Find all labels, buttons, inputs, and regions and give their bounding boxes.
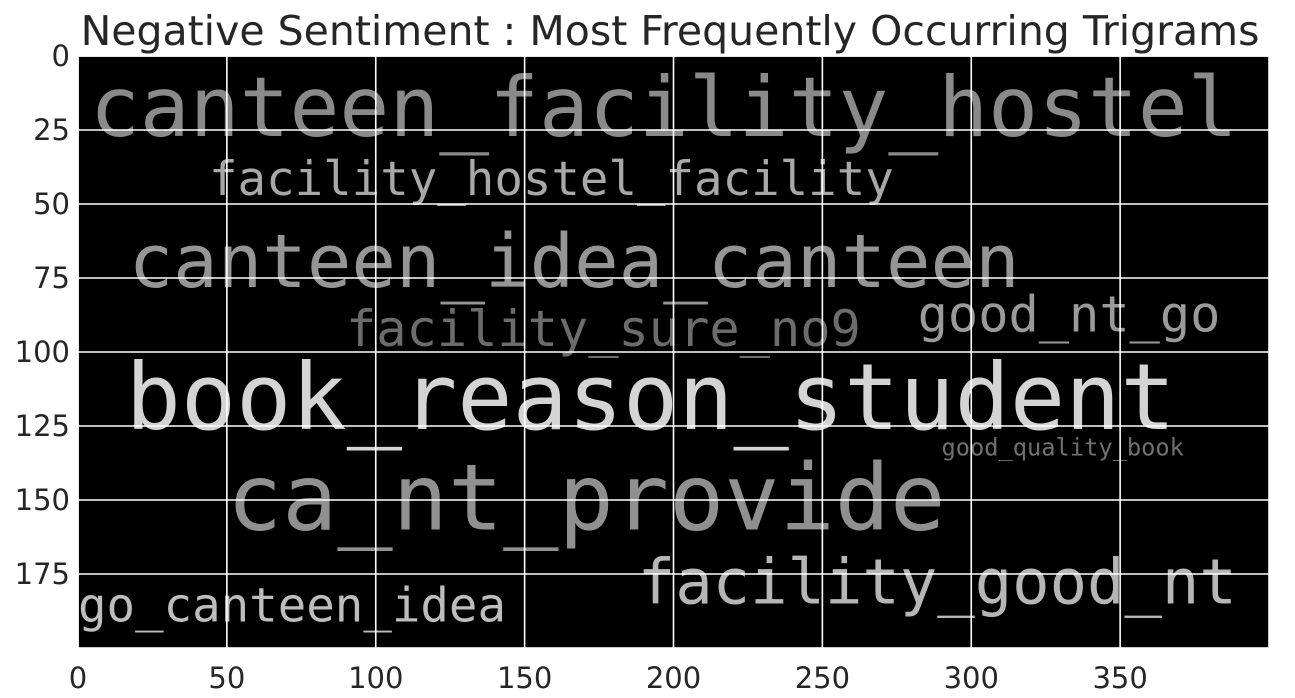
word-2: canteen_idea_canteen	[129, 219, 1020, 305]
word-0: canteen_facility_hostel	[90, 59, 1238, 156]
word-9: go_canteen_idea	[78, 578, 506, 633]
word-layer: canteen_facility_hostelfacility_hostel_f…	[78, 59, 1238, 633]
word-6: good_quality_book	[941, 434, 1183, 462]
x-tick-label-2: 100	[348, 661, 403, 695]
x-tick-label-6: 300	[944, 661, 999, 695]
word-4: good_nt_go	[918, 284, 1221, 343]
y-tick-label-1: 25	[33, 113, 70, 147]
y-tick-label-5: 125	[15, 409, 70, 443]
x-tick-label-5: 250	[795, 661, 850, 695]
x-tick-label-1: 50	[208, 661, 245, 695]
y-tick-label-2: 50	[33, 187, 70, 221]
x-tick-label-3: 150	[497, 661, 552, 695]
chart-title: Negative Sentiment : Most Frequently Occ…	[81, 7, 1260, 55]
x-axis-ticks: 0 50 100 150 200 250 300 350	[69, 661, 1148, 695]
word-5: book_reason_student	[126, 344, 1176, 451]
word-3: facility_sure_no9	[346, 299, 861, 358]
y-tick-label-3: 75	[33, 261, 70, 295]
word-8: facility_good_nt	[638, 546, 1237, 619]
y-tick-label-6: 150	[15, 483, 70, 517]
x-tick-label-0: 0	[69, 661, 87, 695]
x-tick-label-4: 200	[646, 661, 701, 695]
x-tick-label-7: 350	[1092, 661, 1147, 695]
y-tick-label-4: 100	[15, 335, 70, 369]
y-axis-ticks: 0 25 50 75 100 125 150 175	[15, 39, 70, 591]
word-7: ca_nt_provide	[227, 445, 945, 552]
grid-lines	[77, 55, 1269, 648]
word-1: facility_hostel_facility	[209, 152, 894, 207]
y-tick-label-7: 175	[15, 557, 70, 591]
y-tick-label-0: 0	[52, 39, 70, 73]
